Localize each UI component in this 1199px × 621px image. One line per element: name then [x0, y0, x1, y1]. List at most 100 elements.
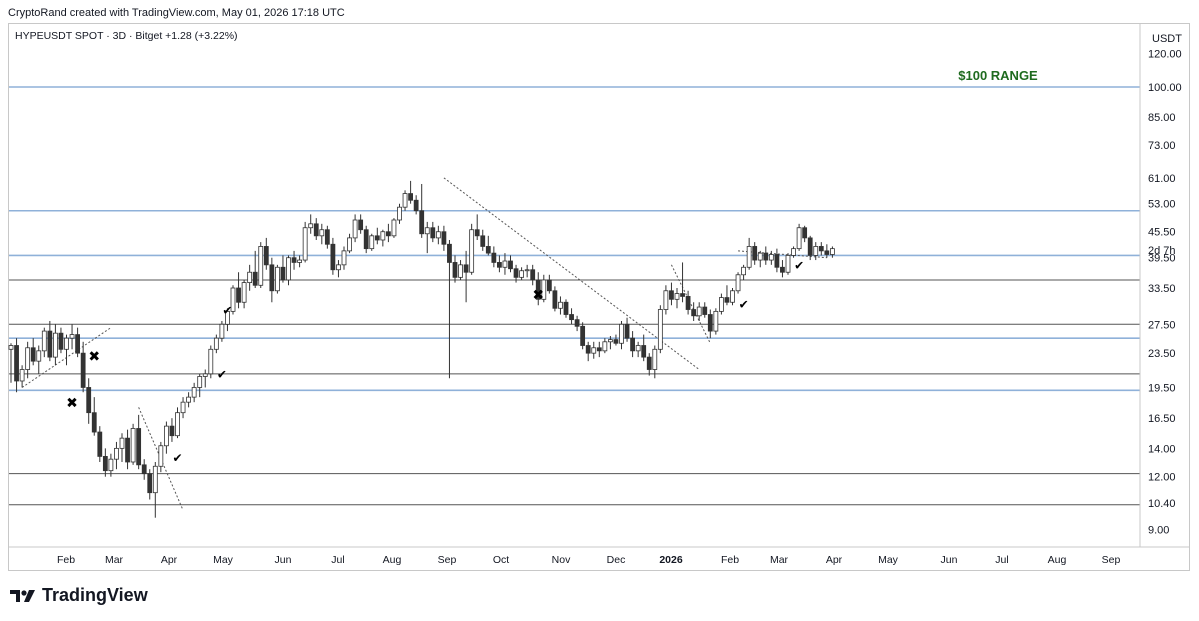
candle-body	[80, 352, 86, 388]
candle-body	[685, 296, 691, 310]
time-tick: Apr	[161, 554, 178, 566]
candle-body	[374, 235, 380, 241]
candle-body	[213, 337, 219, 350]
candle-body	[485, 246, 491, 254]
price-tick: 39.50	[1148, 253, 1176, 265]
candle-body	[58, 332, 64, 350]
candle-body	[574, 319, 580, 327]
trendline	[738, 250, 827, 259]
candle-body	[824, 250, 830, 255]
candle-body	[158, 445, 164, 467]
candle-body	[818, 246, 824, 252]
candle-body	[280, 266, 286, 281]
price-axis: 120.00 100.00 85.00 73.00 61.00 53.00 45.50 39.…	[1139, 24, 1182, 547]
candles	[8, 180, 835, 518]
candle-body	[563, 301, 569, 315]
candle-body	[225, 310, 230, 325]
candle-body	[86, 387, 92, 414]
candle-body	[119, 437, 125, 449]
candle-body	[208, 348, 214, 375]
x-marker: ✖	[532, 287, 544, 303]
candle-body	[741, 266, 746, 276]
candle-body	[713, 310, 719, 332]
candle-body	[186, 396, 192, 403]
candle-body	[719, 297, 724, 312]
price-tick: 61.00	[1148, 173, 1176, 185]
candle-body	[347, 237, 352, 252]
candle-body	[807, 237, 813, 256]
price-tick: 9.00	[1148, 525, 1169, 537]
time-tick: Mar	[770, 554, 789, 566]
candle-body	[197, 376, 203, 388]
candle-body	[219, 323, 225, 339]
candle-body	[757, 252, 763, 261]
candle-body	[274, 266, 280, 292]
time-tick: Apr	[826, 554, 843, 566]
candle-body	[619, 323, 624, 344]
time-tick: Sep	[1102, 554, 1121, 566]
candle-body	[735, 274, 741, 292]
time-tick: Jun	[941, 554, 958, 566]
brand-name: TradingView	[42, 585, 148, 605]
candle-body	[236, 287, 241, 303]
candle-body	[746, 246, 752, 268]
time-tick: Aug	[383, 554, 402, 566]
check-marker: ✔	[217, 367, 227, 381]
check-marker: ✔	[222, 304, 232, 318]
candle-body	[469, 229, 475, 273]
candle-body	[585, 345, 591, 354]
candle-body	[424, 227, 430, 235]
price-tick: 19.50	[1148, 382, 1176, 394]
candle-body	[802, 227, 808, 239]
candle-body	[724, 297, 730, 303]
time-tick: May	[878, 554, 899, 566]
candle-body	[480, 235, 486, 247]
candle-body	[108, 458, 114, 472]
candle-body	[419, 210, 425, 235]
candle-body	[652, 348, 658, 370]
candle-body	[463, 264, 469, 273]
candle-body	[663, 290, 669, 310]
candle-body	[114, 447, 119, 460]
candle-body	[230, 287, 236, 312]
candle-body	[596, 347, 602, 352]
candle-body	[730, 290, 735, 303]
price-tick: 73.00	[1148, 140, 1176, 152]
candle-body	[508, 260, 513, 270]
candle-body	[541, 279, 547, 300]
candle-body	[635, 345, 641, 352]
candle-body	[519, 270, 524, 278]
price-tick: 45.50	[1148, 227, 1176, 239]
candle-body	[47, 330, 53, 358]
candle-body	[458, 264, 463, 278]
check-marker: ✔	[172, 451, 182, 465]
check-marker: ✔	[794, 259, 804, 273]
candle-body	[25, 347, 31, 370]
candle-body	[64, 337, 69, 350]
candle-body	[91, 412, 97, 433]
symbol-info: HYPEUSDT SPOT · 3D · Bitget	[15, 30, 163, 42]
candle-body	[408, 193, 414, 201]
candle-body	[591, 347, 597, 354]
candle-body	[258, 246, 264, 286]
candle-body	[768, 254, 774, 261]
price-tick: 12.00	[1148, 472, 1176, 484]
time-axis: Feb Mar Apr May Jun Jul Aug Sep Oct Nov Dec 2026 Feb…	[9, 546, 1190, 566]
candle-body	[691, 309, 697, 317]
candle-body	[297, 259, 303, 263]
trendline	[443, 177, 700, 370]
candle-body	[202, 373, 208, 377]
candle-body	[641, 345, 647, 358]
candle-body	[707, 314, 713, 332]
candle-body	[191, 387, 197, 398]
price-tick: 27.50	[1148, 319, 1176, 331]
time-tick: May	[213, 554, 234, 566]
candle-body	[363, 229, 369, 250]
candle-body	[785, 255, 791, 273]
tradingview-brand[interactable]: TradingView	[10, 585, 148, 606]
trendlines	[21, 177, 827, 511]
chart-frame	[8, 23, 1190, 571]
candle-body	[358, 219, 364, 231]
candle-body	[491, 252, 497, 263]
